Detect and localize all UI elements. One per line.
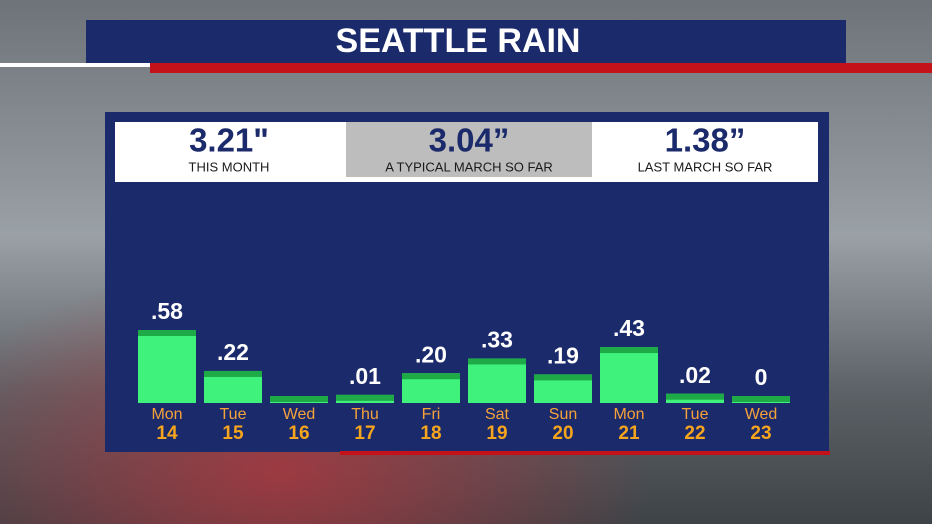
date-label: 17 — [354, 423, 375, 444]
day-label: Tue — [220, 406, 247, 423]
value-label: .43 — [613, 315, 645, 341]
day-label: Mon — [151, 406, 182, 423]
bar — [600, 347, 658, 403]
value-label: .01 — [349, 363, 381, 389]
date-label: 23 — [750, 423, 771, 444]
day-label: Thu — [351, 406, 379, 423]
date-label: 21 — [618, 423, 640, 444]
date-label: 20 — [552, 423, 573, 444]
bar-cap — [600, 347, 658, 354]
stat-label: A TYPICAL MARCH SO FAR — [385, 159, 553, 174]
day-label: Wed — [283, 406, 316, 423]
chart-title: SEATTLE RAIN — [336, 22, 581, 60]
bar-cap — [732, 396, 790, 402]
bar-cap — [534, 374, 592, 381]
stat-value: 1.38” — [665, 122, 746, 159]
value-label: 0 — [755, 364, 768, 390]
title-rule — [0, 63, 150, 67]
date-label: 14 — [156, 423, 178, 444]
value-label: .02 — [679, 362, 711, 388]
bar-cap — [138, 330, 196, 336]
bar-cap — [666, 393, 724, 400]
title-rule — [150, 63, 932, 73]
bar — [468, 358, 526, 403]
bar-cap — [468, 358, 526, 365]
value-label: .19 — [547, 342, 579, 368]
date-label: 15 — [222, 423, 244, 444]
bar-cap — [270, 396, 328, 402]
stat-value: 3.21" — [189, 122, 269, 159]
bar-cap — [204, 370, 262, 377]
stat-label: THIS MONTH — [189, 159, 270, 174]
day-label: Sat — [485, 406, 510, 423]
value-label: .58 — [151, 298, 183, 324]
title-bar — [86, 20, 846, 63]
day-label: Mon — [613, 406, 644, 423]
day-label: Wed — [745, 406, 778, 423]
date-label: 19 — [486, 423, 507, 444]
value-label: .20 — [415, 341, 447, 367]
day-label: Tue — [682, 406, 709, 423]
bar-cap — [402, 373, 460, 380]
bar — [138, 330, 196, 403]
stat-value: 3.04” — [429, 122, 510, 159]
date-label: 16 — [288, 423, 309, 444]
value-label: .22 — [217, 339, 249, 365]
date-label: 22 — [684, 423, 705, 444]
bar-cap — [336, 394, 394, 401]
value-label: .33 — [481, 327, 513, 353]
day-label: Sun — [549, 406, 577, 423]
day-label: Fri — [422, 406, 441, 423]
panel-rule — [340, 451, 830, 455]
stats-highlight — [346, 122, 592, 177]
stat-label: LAST MARCH SO FAR — [638, 159, 773, 174]
date-label: 18 — [420, 423, 441, 444]
